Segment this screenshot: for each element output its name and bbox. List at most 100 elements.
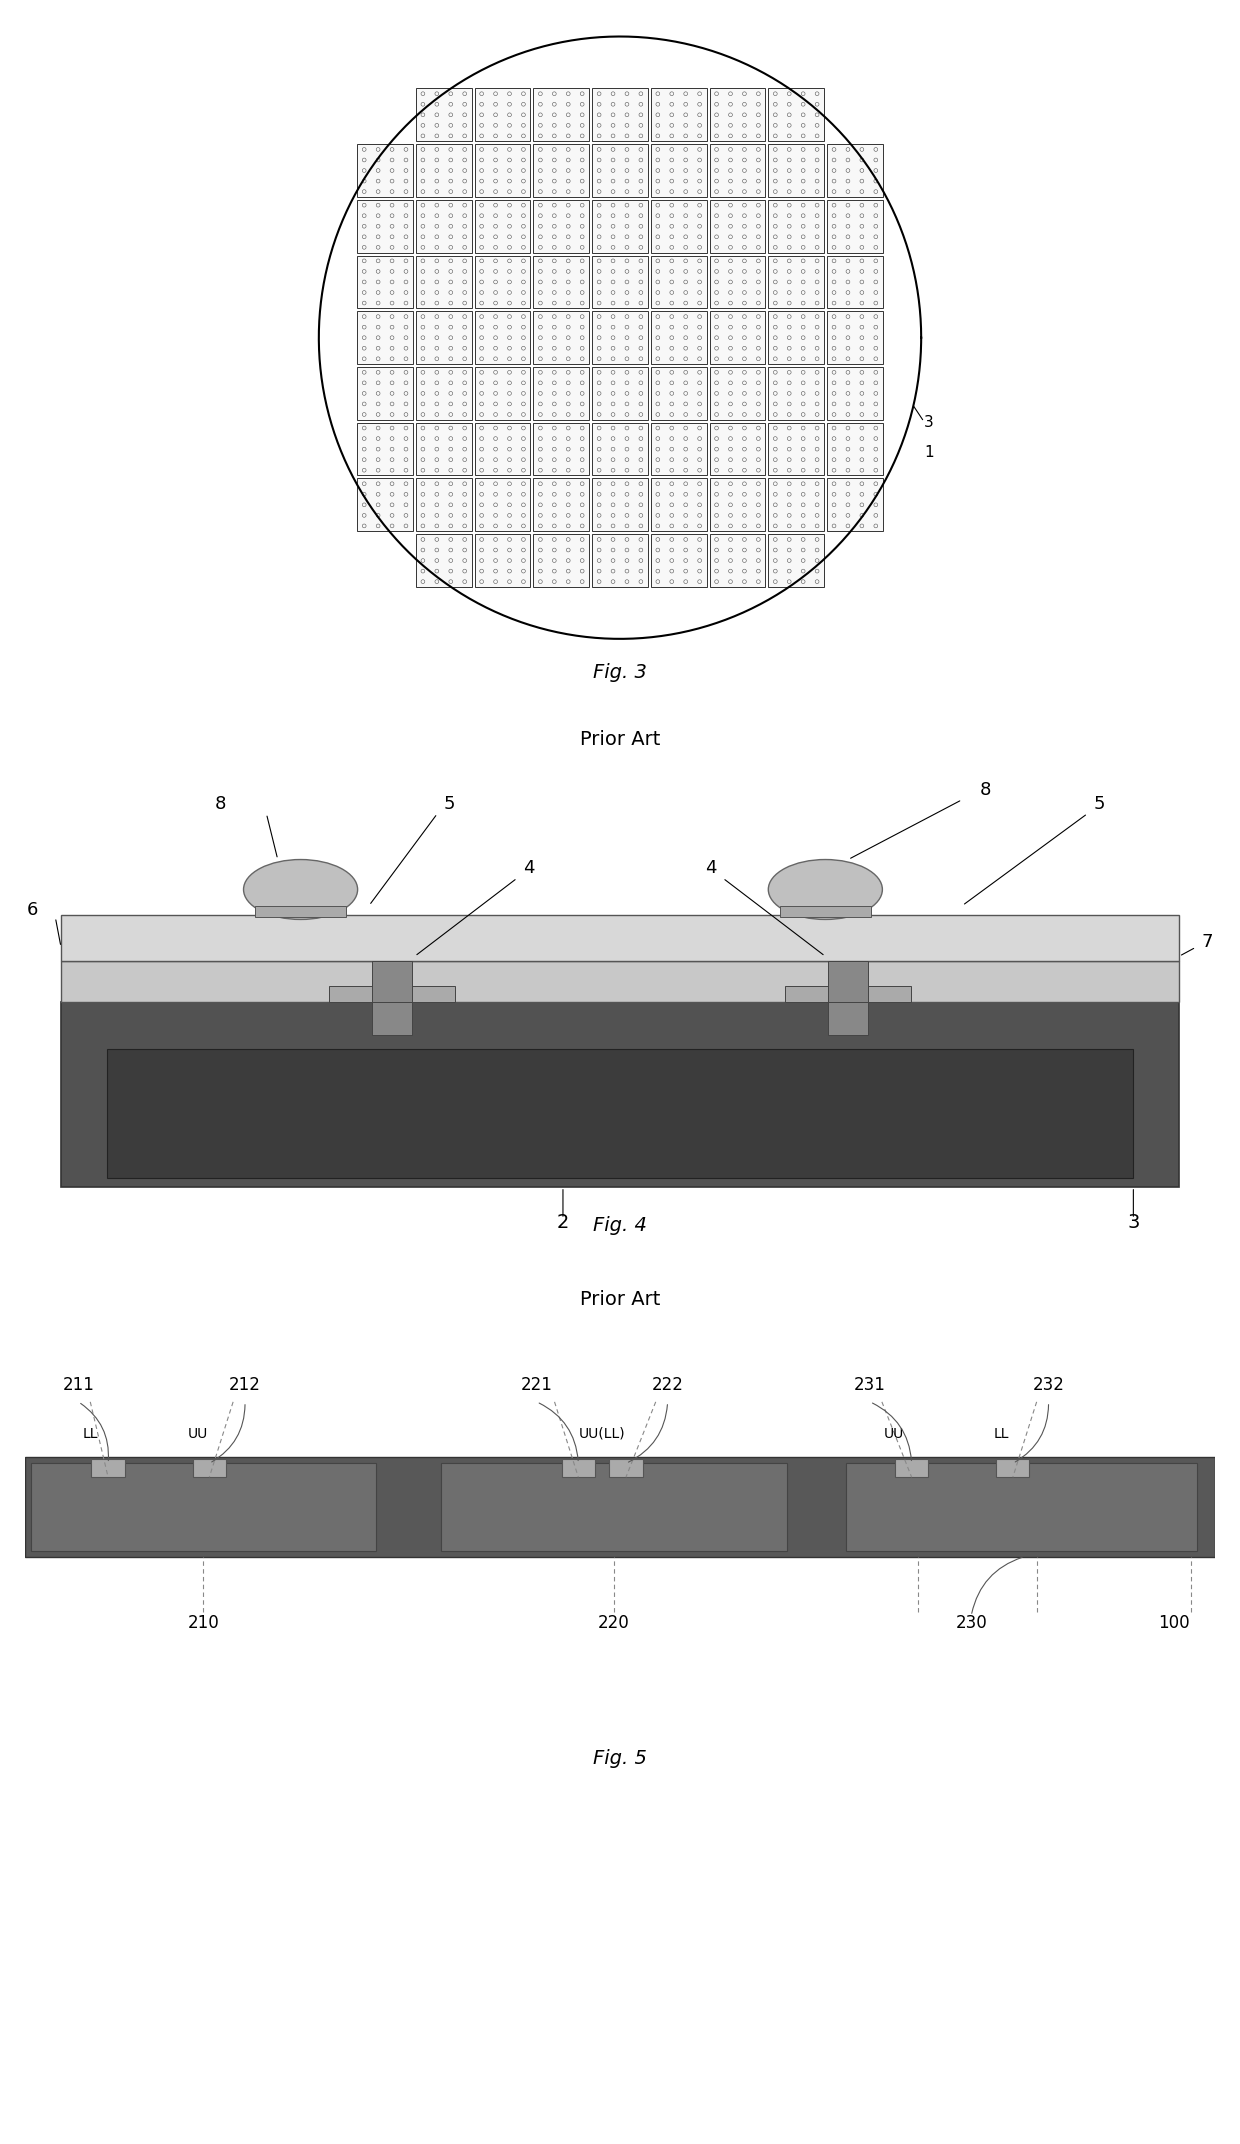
Text: 232: 232	[1033, 1376, 1064, 1394]
Bar	[846, 1464, 1198, 1550]
Text: 4: 4	[706, 860, 717, 877]
Bar	[780, 905, 870, 918]
Text: Fig. 3: Fig. 3	[593, 662, 647, 682]
Bar	[415, 199, 471, 253]
Bar	[827, 144, 883, 197]
Bar	[92, 1460, 125, 1477]
Text: 8: 8	[215, 795, 227, 813]
Bar	[533, 534, 589, 587]
Bar	[651, 255, 707, 309]
Text: 221: 221	[521, 1376, 553, 1394]
Bar	[357, 422, 413, 476]
Bar	[255, 905, 346, 918]
Bar	[593, 367, 647, 420]
Text: 2: 2	[557, 1214, 569, 1233]
Bar	[415, 478, 471, 532]
Bar	[651, 311, 707, 364]
Text: 5: 5	[1094, 795, 1105, 813]
Ellipse shape	[243, 860, 357, 920]
Text: LL: LL	[83, 1426, 98, 1441]
Bar	[651, 534, 707, 587]
Text: Fig. 5: Fig. 5	[593, 1750, 647, 1767]
Text: 4: 4	[523, 860, 534, 877]
Text: 3: 3	[1127, 1214, 1140, 1233]
Bar	[357, 199, 413, 253]
Bar	[651, 144, 707, 197]
Text: 8: 8	[980, 780, 991, 800]
Bar	[357, 311, 413, 364]
Bar	[827, 255, 883, 309]
Bar	[31, 1464, 376, 1550]
Bar	[107, 1048, 1133, 1177]
Text: LL: LL	[993, 1426, 1008, 1441]
Text: 211: 211	[62, 1376, 94, 1394]
Bar	[769, 367, 825, 420]
Text: Prior Art: Prior Art	[580, 731, 660, 748]
Bar	[533, 255, 589, 309]
Bar	[709, 88, 765, 142]
Bar	[769, 422, 825, 476]
Bar	[415, 144, 471, 197]
Bar	[533, 88, 589, 142]
Bar	[769, 478, 825, 532]
Bar	[651, 478, 707, 532]
Bar	[192, 1460, 226, 1477]
Bar	[357, 367, 413, 420]
Text: 100: 100	[1158, 1614, 1189, 1632]
Bar	[415, 88, 471, 142]
Bar	[415, 422, 471, 476]
Bar	[533, 478, 589, 532]
Bar	[475, 478, 531, 532]
Bar	[475, 534, 531, 587]
Bar	[827, 199, 883, 253]
Bar	[61, 961, 1179, 1003]
Bar	[651, 199, 707, 253]
Bar	[996, 1460, 1029, 1477]
Text: 1: 1	[924, 444, 934, 459]
Bar	[709, 422, 765, 476]
Text: 231: 231	[854, 1376, 885, 1394]
Bar	[593, 311, 647, 364]
Text: UU(LL): UU(LL)	[579, 1426, 625, 1441]
Text: UU: UU	[187, 1426, 207, 1441]
Bar	[609, 1460, 642, 1477]
Bar	[827, 311, 883, 364]
Bar	[651, 422, 707, 476]
Text: Prior Art: Prior Art	[580, 1291, 660, 1310]
Bar	[828, 961, 868, 1003]
Bar	[827, 422, 883, 476]
Bar	[827, 367, 883, 420]
Text: 7: 7	[1202, 933, 1213, 952]
Bar	[475, 144, 531, 197]
Text: 5: 5	[443, 795, 455, 813]
Bar	[709, 144, 765, 197]
Bar	[785, 986, 911, 1003]
Text: Fig. 4: Fig. 4	[593, 1216, 647, 1235]
Bar	[827, 478, 883, 532]
Bar	[415, 255, 471, 309]
Bar	[61, 915, 1179, 961]
Ellipse shape	[769, 860, 883, 920]
Bar	[533, 422, 589, 476]
Bar	[533, 367, 589, 420]
Bar	[769, 255, 825, 309]
Text: 6: 6	[27, 900, 38, 920]
Bar	[533, 311, 589, 364]
Text: 222: 222	[652, 1376, 683, 1394]
Bar	[475, 422, 531, 476]
Text: UU: UU	[884, 1426, 904, 1441]
Bar	[533, 199, 589, 253]
Bar	[895, 1460, 929, 1477]
Bar	[415, 367, 471, 420]
Bar	[441, 1464, 786, 1550]
Bar	[357, 478, 413, 532]
Bar	[562, 1460, 595, 1477]
Bar	[593, 534, 647, 587]
Text: 210: 210	[187, 1614, 219, 1632]
Bar	[329, 986, 455, 1003]
Bar	[769, 534, 825, 587]
Bar	[61, 1003, 1179, 1188]
Bar	[25, 1458, 1215, 1557]
Bar	[709, 367, 765, 420]
Bar	[709, 199, 765, 253]
